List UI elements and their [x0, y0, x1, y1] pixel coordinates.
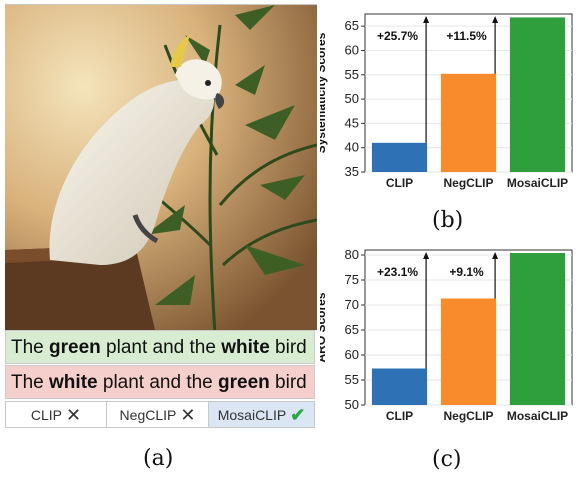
y-tick-label: 50: [345, 397, 359, 412]
panel-label-b: (b): [432, 208, 464, 233]
caption-positive: The green plant and the white bird: [5, 330, 315, 364]
model-name: NegCLIP: [119, 406, 177, 423]
bar-negclip: [440, 73, 497, 172]
model-cell-mosaiclip: MosaiCLIP ✔: [209, 402, 314, 427]
caption-negative: The white plant and the green bird: [5, 365, 315, 399]
bar-mosaiclip: [509, 253, 566, 405]
y-tick-label: 65: [345, 322, 359, 337]
bar-clip: [371, 142, 428, 172]
y-axis-label: Systematicity Scores: [320, 32, 328, 153]
y-tick-label: 65: [345, 18, 359, 33]
x-tick-label: CLIP: [386, 409, 413, 423]
checkmark-icon: ✔: [290, 404, 306, 425]
model-name: CLIP: [30, 406, 63, 423]
chart-systematicity: 35 40 45 50 55 60 65 CLIP NegCLIP MosaiCLIP +25.7%…: [320, 13, 573, 190]
improvement-label: +25.7%: [377, 29, 418, 43]
y-tick-label: 40: [345, 140, 359, 155]
arrow-head: [492, 16, 499, 23]
y-tick-label: 50: [345, 91, 359, 106]
arrow-head: [492, 252, 499, 259]
bar-negclip: [440, 298, 497, 405]
model-name: MosaiCLIP: [217, 406, 287, 423]
y-axis-label: ARO Scores: [320, 292, 328, 362]
y-tick-label: 80: [345, 247, 359, 262]
arrow-head: [423, 252, 430, 259]
bar-mosaiclip: [509, 17, 566, 172]
improvement-label: +11.5%: [446, 29, 487, 43]
y-tick-label: 60: [345, 347, 359, 362]
model-cell-negclip: NegCLIP ✕: [107, 402, 209, 427]
chart-aro: 50 55 60 65 70 75 80 CLIP NegCLIP MosaiCLIP +23.1%…: [320, 247, 573, 423]
y-tick-label: 70: [345, 297, 359, 312]
x-tick-label: CLIP: [386, 176, 413, 190]
y-tick-label: 55: [345, 67, 359, 82]
y-tick-label: 55: [345, 372, 359, 387]
model-cell-clip: CLIP ✕: [6, 402, 107, 427]
y-tick-label: 45: [345, 115, 359, 130]
arrow-head: [423, 16, 430, 23]
y-tick-label: 75: [345, 272, 359, 287]
x-tick-label: NegCLIP: [443, 176, 493, 190]
model-results-row: CLIP ✕ NegCLIP ✕ MosaiCLIP ✔: [5, 401, 315, 428]
cross-icon: ✕: [180, 404, 196, 425]
cross-icon: ✕: [66, 404, 82, 425]
y-tick-label: 60: [345, 42, 359, 57]
panel-label-c: (c): [432, 447, 462, 472]
panel-label-a: (a): [143, 446, 174, 471]
y-tick-label: 35: [345, 164, 359, 179]
x-tick-label: NegCLIP: [443, 409, 493, 423]
x-tick-label: MosaiCLIP: [507, 176, 568, 190]
bar-clip: [371, 368, 428, 405]
cockatoo-photo: [5, 4, 317, 330]
improvement-label: +9.1%: [449, 265, 484, 279]
improvement-label: +23.1%: [377, 265, 418, 279]
x-tick-label: MosaiCLIP: [507, 409, 568, 423]
